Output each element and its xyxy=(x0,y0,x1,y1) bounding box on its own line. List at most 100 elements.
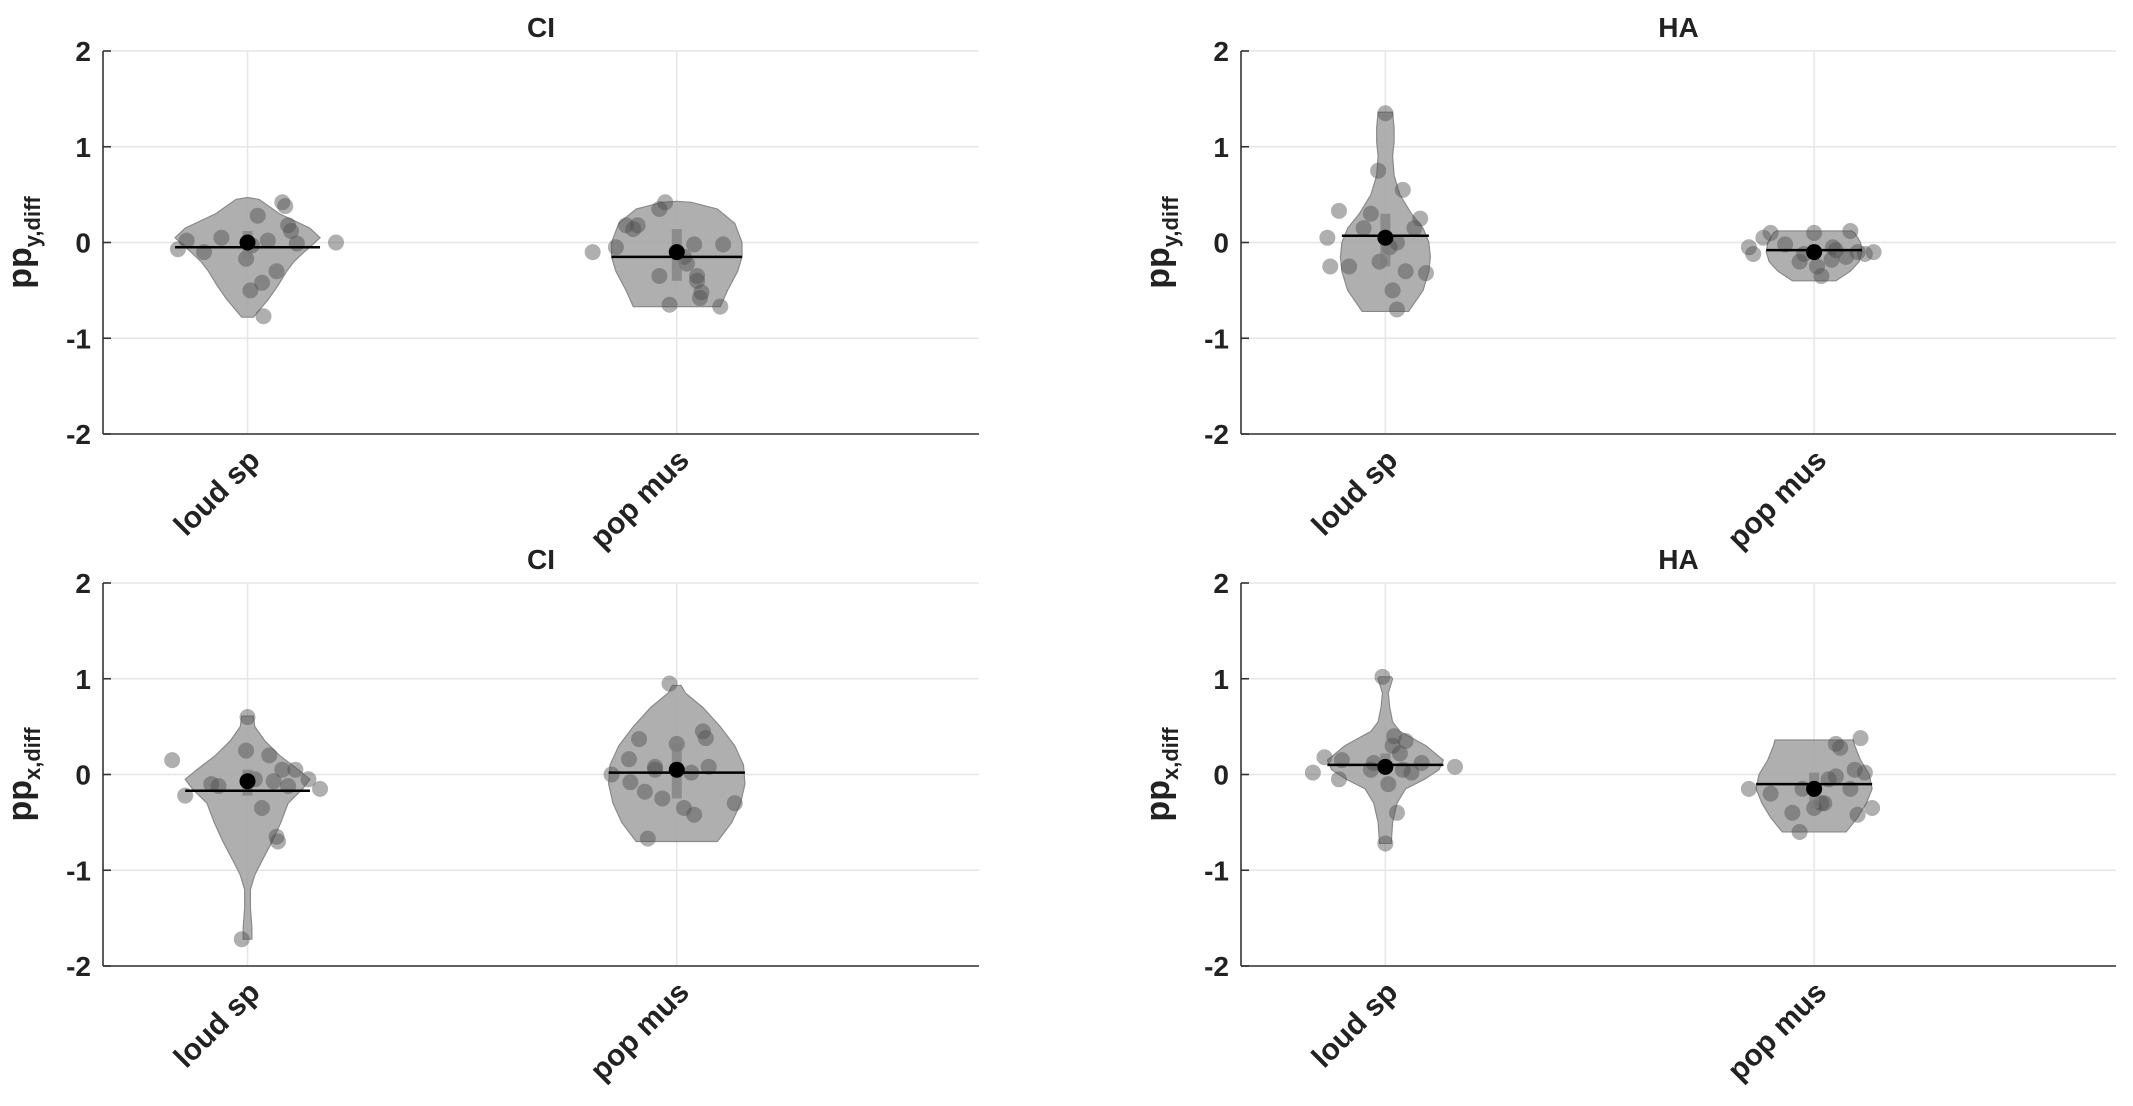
data-point xyxy=(169,241,186,258)
data-point xyxy=(1813,268,1830,285)
y-tick-label: 2 xyxy=(1213,568,1229,599)
data-point xyxy=(678,255,695,272)
median-marker xyxy=(1377,758,1394,775)
data-point xyxy=(1384,282,1401,299)
data-point xyxy=(274,761,291,778)
y-axis-label-sub: x,diff xyxy=(1158,727,1183,780)
y-axis-label-base: pp xyxy=(1,247,39,289)
y-tick-label: 1 xyxy=(75,132,91,163)
data-point xyxy=(686,806,703,823)
data-point xyxy=(700,758,717,775)
y-tick-label: 1 xyxy=(1213,132,1229,163)
data-point xyxy=(1397,263,1414,280)
data-point xyxy=(1791,253,1808,270)
data-point xyxy=(283,223,300,240)
data-point xyxy=(726,795,743,812)
data-point xyxy=(691,290,708,307)
data-point xyxy=(1341,258,1358,275)
data-point xyxy=(1377,835,1394,852)
data-point xyxy=(1762,224,1779,241)
median-marker xyxy=(1806,244,1823,261)
category-label: loud sp xyxy=(168,444,267,543)
category-label: loud sp xyxy=(1306,976,1405,1075)
data-point xyxy=(1784,804,1801,821)
data-point xyxy=(1446,758,1463,775)
data-point xyxy=(238,742,255,759)
data-point xyxy=(629,217,646,234)
data-point xyxy=(1777,236,1794,253)
data-point xyxy=(1397,732,1414,749)
data-point xyxy=(1762,785,1779,802)
data-point xyxy=(639,830,656,847)
data-point xyxy=(676,800,693,817)
data-point xyxy=(697,730,714,747)
data-point xyxy=(1823,251,1840,268)
data-point xyxy=(622,774,639,791)
data-point xyxy=(603,766,620,783)
data-point xyxy=(249,207,266,224)
data-point xyxy=(1856,764,1873,781)
category-label: loud sp xyxy=(168,976,267,1075)
data-point xyxy=(689,268,706,285)
category-label: pop mus xyxy=(584,444,696,556)
median-marker xyxy=(239,234,256,251)
y-tick-label: 1 xyxy=(1213,664,1229,695)
panel-3: 2 1 0 -1 -2 HA ppx,diff loud sp pop mus xyxy=(1139,544,2116,1087)
y-axis-label-sub: x,diff xyxy=(20,727,45,780)
data-point xyxy=(1370,162,1387,179)
y-axis-label: ppx,diff xyxy=(1,727,45,822)
data-point xyxy=(1755,229,1772,246)
data-point xyxy=(213,229,230,246)
data-point xyxy=(1413,755,1430,772)
y-axis-label: ppy,diff xyxy=(1139,196,1183,289)
data-point xyxy=(661,675,678,692)
y-tick-label: -1 xyxy=(1204,855,1229,886)
y-tick-label: 2 xyxy=(75,568,91,599)
data-point xyxy=(1740,239,1757,256)
data-point xyxy=(259,232,276,249)
data-point xyxy=(657,194,674,211)
data-point xyxy=(647,758,664,775)
category-label: loud sp xyxy=(1306,444,1405,543)
data-point xyxy=(1827,768,1844,785)
data-point xyxy=(694,723,711,740)
y-tick-label: -1 xyxy=(66,323,91,354)
data-point xyxy=(254,274,271,291)
data-point xyxy=(239,709,256,726)
data-point xyxy=(1377,105,1394,122)
data-point xyxy=(618,217,635,234)
data-point xyxy=(661,296,678,313)
data-point xyxy=(1417,265,1434,282)
data-point xyxy=(1740,780,1757,797)
data-point xyxy=(620,751,637,768)
y-axis-label-base: pp xyxy=(1139,780,1177,822)
panel-title: CI xyxy=(527,544,555,575)
panel-title: CI xyxy=(527,12,555,43)
y-tick-label: 1 xyxy=(75,664,91,695)
data-point xyxy=(1816,795,1833,812)
panel-1: 2 1 0 -1 -2 HA ppy,diff loud sp pop mus xyxy=(1139,12,2116,555)
data-point xyxy=(287,761,304,778)
data-point xyxy=(277,198,294,215)
data-point xyxy=(242,282,259,299)
category-label: pop mus xyxy=(584,976,696,1088)
panel-0: 2 1 0 -1 -2 CI ppy,diff loud sp pop mus xyxy=(1,12,979,555)
y-axis-label-sub: y,diff xyxy=(1158,196,1183,248)
data-point xyxy=(1745,245,1762,262)
data-point xyxy=(1406,220,1423,237)
data-point xyxy=(1838,248,1855,265)
data-point xyxy=(1391,745,1408,762)
data-point xyxy=(1362,205,1379,222)
median-marker xyxy=(668,761,685,778)
y-tick-label: -1 xyxy=(1204,323,1229,354)
y-axis-label-base: pp xyxy=(1,780,39,822)
data-point xyxy=(1322,258,1339,275)
data-point xyxy=(327,234,344,251)
y-axis-label-sub: y,diff xyxy=(20,196,45,248)
data-point xyxy=(274,194,291,211)
data-point xyxy=(1403,764,1420,781)
data-point xyxy=(1827,735,1844,752)
data-point xyxy=(1852,730,1869,747)
data-point xyxy=(1846,761,1863,778)
